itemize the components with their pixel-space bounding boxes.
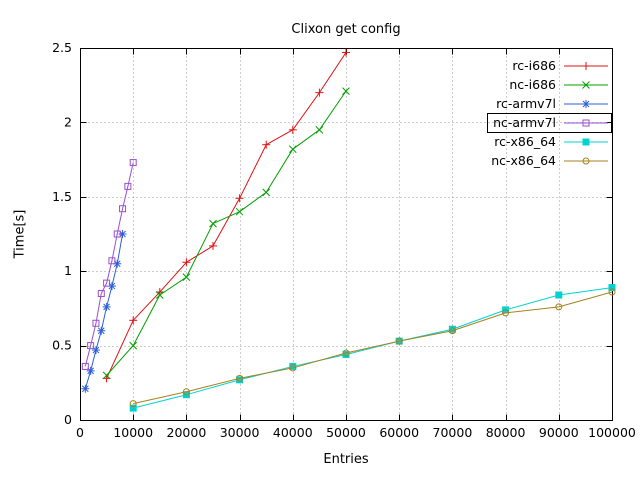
series-nc-x86_64: [129, 288, 616, 408]
svg-text:10000: 10000: [113, 425, 153, 440]
svg-text:100000: 100000: [588, 425, 636, 440]
legend-item-nc-i686: nc-i686: [509, 77, 608, 92]
svg-text:rc-i686: rc-i686: [512, 58, 556, 73]
svg-text:1: 1: [64, 263, 72, 278]
svg-text:60000: 60000: [379, 425, 419, 440]
svg-text:2.5: 2.5: [52, 40, 72, 55]
legend-item-rc-x86_64: rc-x86_64: [494, 134, 608, 149]
series-nc-i686: [102, 87, 350, 380]
svg-text:nc-i686: nc-i686: [509, 77, 556, 92]
svg-text:nc-x86_64: nc-x86_64: [491, 153, 556, 168]
svg-text:rc-x86_64: rc-x86_64: [494, 134, 556, 149]
tick-labels: 0 10000 20000 30000 40000 50000 60000 70000 8000…: [52, 40, 636, 440]
legend-item-nc-x86_64: nc-x86_64: [491, 153, 608, 168]
series-rc-x86_64: [129, 284, 616, 412]
svg-text:30000: 30000: [220, 425, 260, 440]
legend: rc-i686 nc-i686 rc-armv7l nc-armv7l rc-x86_6…: [487, 58, 612, 168]
svg-text:40000: 40000: [273, 425, 313, 440]
series-rc-armv7l: [81, 230, 127, 393]
legend-item-nc-armv7l: nc-armv7l: [487, 113, 612, 133]
svg-text:0.5: 0.5: [52, 338, 72, 353]
chart-title: Clixon get config: [291, 22, 401, 37]
svg-text:2: 2: [64, 114, 72, 129]
legend-item-rc-armv7l: rc-armv7l: [496, 96, 608, 111]
x-axis-label: Entries: [323, 452, 369, 467]
svg-text:0: 0: [64, 412, 72, 427]
svg-text:50000: 50000: [326, 425, 366, 440]
svg-text:nc-armv7l: nc-armv7l: [493, 115, 556, 130]
series-nc-armv7l: [81, 159, 137, 370]
svg-text:0: 0: [76, 425, 84, 440]
svg-text:70000: 70000: [433, 425, 473, 440]
svg-text:1.5: 1.5: [52, 189, 72, 204]
svg-text:90000: 90000: [539, 425, 579, 440]
grid: [80, 48, 613, 421]
svg-text:rc-armv7l: rc-armv7l: [496, 96, 556, 111]
legend-entry-box: [487, 113, 612, 133]
svg-text:20000: 20000: [167, 425, 207, 440]
legend-item-rc-i686: rc-i686: [512, 58, 608, 73]
svg-text:80000: 80000: [486, 425, 526, 440]
